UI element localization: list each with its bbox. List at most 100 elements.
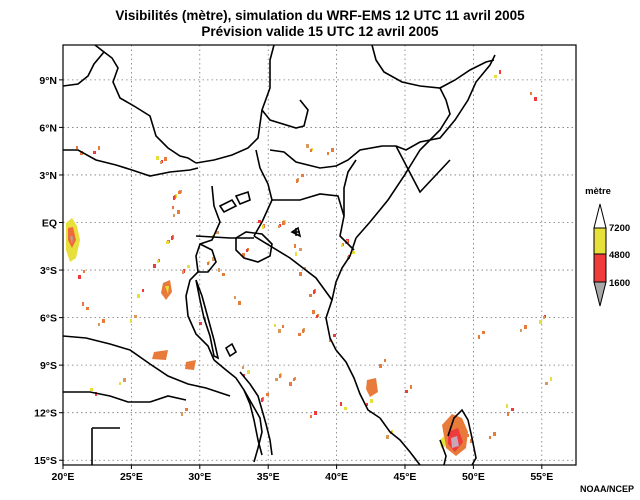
visibility-spot <box>160 161 162 164</box>
visibility-spot <box>218 268 220 272</box>
visibility-spot <box>185 408 188 411</box>
visibility-spot <box>156 156 159 160</box>
visibility-spot <box>294 244 296 248</box>
lon-tick-label: 30°E <box>188 471 211 483</box>
visibility-spot <box>299 272 302 276</box>
visibility-spot <box>530 92 532 95</box>
lon-tick-label: 50°E <box>462 471 485 483</box>
visibility-spot <box>278 329 281 333</box>
visibility-spot <box>329 338 331 342</box>
visibility-spot <box>379 364 382 368</box>
visibility-spot <box>478 335 480 339</box>
visibility-spot <box>212 257 215 261</box>
visibility-spot <box>274 324 276 327</box>
legend-top-triangle <box>593 203 607 229</box>
lon-tick-label: 40°E <box>325 471 348 483</box>
credit-text: NOAA/NCEP <box>579 484 634 494</box>
visibility-spot <box>327 152 329 155</box>
visibility-spot <box>289 382 292 386</box>
visibility-spot <box>119 382 121 385</box>
visibility-spot <box>304 267 306 270</box>
visibility-spot <box>386 435 389 439</box>
visibility-spot <box>296 179 298 183</box>
visibility-spot <box>102 319 105 323</box>
legend-level-label: 4800 <box>609 250 630 261</box>
visibility-spot <box>524 325 527 329</box>
map-frame <box>62 44 577 466</box>
legend-swatch <box>593 253 607 283</box>
visibility-spot <box>282 325 284 328</box>
visibility-spot <box>182 270 184 274</box>
visibility-spot <box>340 402 342 406</box>
visibility-spot <box>299 248 302 251</box>
visibility-spot <box>178 191 181 194</box>
boundaries <box>63 45 496 465</box>
visibility-spot <box>539 320 542 324</box>
legend-level-label: 7200 <box>609 223 630 234</box>
visibility-spot <box>78 275 81 279</box>
visibility-spot <box>507 412 509 416</box>
lat-tick-label: 6°N <box>39 122 57 134</box>
lat-tick-label: EQ <box>42 218 57 230</box>
visibility-spot <box>172 206 174 209</box>
axis-ticks: 20°E 25°E 30°E 35°E 40°E 45°E 50°E 55°E 9°N 6°N 3°… <box>34 75 553 483</box>
visibility-spot <box>301 174 304 177</box>
visibility-spot <box>310 415 312 418</box>
lat-tick-label: 9°S <box>40 360 57 372</box>
visibility-spot <box>333 334 336 337</box>
visibility-spot <box>405 390 408 393</box>
visibility-spot <box>171 236 173 240</box>
map-subtitle: Prévision valide 15 UTC 12 avril 2005 <box>201 24 439 39</box>
visibility-spot <box>316 315 318 318</box>
visibility-spot <box>262 225 264 229</box>
lat-tick-label: 9°N <box>39 75 57 87</box>
visibility-spot <box>173 214 175 217</box>
lat-tick-label: 3°N <box>39 170 57 182</box>
visibility-spot <box>90 388 93 391</box>
lon-tick-label: 20°E <box>52 471 75 483</box>
visibility-spot <box>279 374 281 378</box>
visibility-spot <box>246 249 248 252</box>
marker-plus <box>292 228 300 236</box>
visibility-spot <box>302 329 304 333</box>
color-legend: mètre 7200 4800 1600 <box>585 186 630 307</box>
visibility-spot <box>83 270 85 273</box>
visibility-spot <box>157 260 159 263</box>
visibility-spot <box>242 253 245 257</box>
visibility-spot <box>309 294 312 297</box>
visibility-spot <box>261 398 263 402</box>
visibility-spot <box>310 149 312 152</box>
visibility-spot <box>266 393 269 396</box>
legend-title: mètre <box>585 186 611 197</box>
visibility-spot <box>313 290 315 294</box>
visibility-spot <box>482 331 485 334</box>
visibility-spot <box>142 289 144 292</box>
visibility-spot <box>466 434 469 437</box>
visibility-spot <box>352 251 355 254</box>
visibility-spot <box>222 273 225 276</box>
visibility-spot <box>216 231 219 234</box>
visibility-spot <box>153 264 156 268</box>
visibility-spot <box>98 146 100 150</box>
visibility-spot <box>384 359 386 362</box>
visibility-spot <box>134 315 137 318</box>
lat-tick-label: 15°S <box>34 455 57 467</box>
lat-tick-label: 3°S <box>40 265 57 277</box>
visibility-spot <box>545 382 548 385</box>
legend-bottom-triangle <box>593 281 607 307</box>
visibility-spot <box>242 366 244 369</box>
visibility-spot <box>511 408 514 411</box>
visibility-spot <box>199 322 202 325</box>
visibility-spot <box>312 310 315 314</box>
visibility-spot <box>243 374 245 377</box>
visibility-spot <box>493 432 496 436</box>
visibility-spot <box>137 294 140 298</box>
visibility-spot <box>130 319 132 323</box>
visibility-spot <box>282 221 285 225</box>
visibility-spot <box>306 144 309 148</box>
visibility-spot <box>534 97 537 101</box>
visibility-spot <box>164 157 167 161</box>
visibility-spot <box>298 333 301 336</box>
visibility-spot <box>543 316 545 319</box>
visibility-spot <box>234 296 236 299</box>
